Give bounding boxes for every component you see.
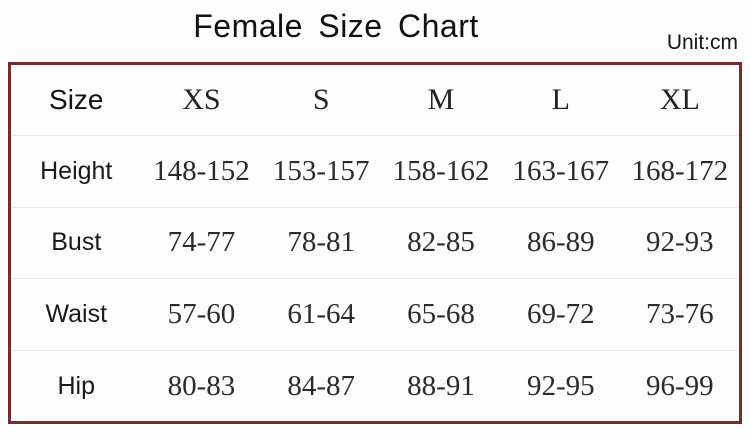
table-cell: 61-64 bbox=[261, 278, 382, 352]
table-cell: 148-152 bbox=[141, 135, 262, 208]
table-cell: 86-89 bbox=[500, 207, 621, 280]
column-header-l: L bbox=[500, 63, 621, 136]
table-cell: 84-87 bbox=[287, 369, 356, 402]
column-header-s: S bbox=[261, 63, 382, 136]
row-label-hip: Hip bbox=[57, 371, 95, 400]
table-cell: 73-76 bbox=[620, 278, 741, 352]
table-cell: 92-93 bbox=[620, 207, 741, 280]
table-cell: 78-81 bbox=[261, 207, 382, 280]
table-cell: 153-157 bbox=[261, 135, 382, 208]
column-header-xl: XL bbox=[620, 63, 741, 136]
row-label-height: Height bbox=[9, 135, 142, 208]
table-cell: 163-167 bbox=[500, 135, 621, 208]
table-cell: 80-83 bbox=[167, 369, 236, 402]
table-header-row: Size XS S M L XL bbox=[9, 63, 741, 136]
table-cell: 65-68 bbox=[381, 278, 501, 352]
table-row-hip: Hip 80-83 84-87 88-91 92-95 96-99 bbox=[10, 351, 741, 423]
table-cell: 69-72 bbox=[500, 278, 621, 352]
column-header-m: M bbox=[381, 63, 501, 136]
female-size-chart-table: Size XS S M L XL Height 148-152 153-157 … bbox=[8, 62, 742, 424]
column-header-xs: XS bbox=[141, 63, 262, 136]
table-cell: 88-91 bbox=[407, 369, 475, 402]
table-cell: 57-60 bbox=[141, 278, 262, 352]
table-cell: 82-85 bbox=[381, 207, 501, 280]
table-cell: 158-162 bbox=[381, 135, 501, 208]
table-row-height: Height 148-152 153-157 158-162 163-167 1… bbox=[9, 135, 741, 208]
table-cell: 96-99 bbox=[646, 369, 714, 402]
table-row-waist: Waist 57-60 61-64 65-68 69-72 73-76 bbox=[9, 278, 741, 352]
row-label-bust: Bust bbox=[9, 207, 142, 280]
row-label-waist: Waist bbox=[9, 278, 142, 352]
unit-label: Unit:cm bbox=[666, 31, 738, 54]
table-cell: 168-172 bbox=[620, 135, 741, 208]
table-cell: 92-95 bbox=[526, 369, 595, 402]
table-row-bust: Bust 74-77 78-81 82-85 86-89 92-93 bbox=[9, 207, 741, 280]
table-cell: 74-77 bbox=[141, 207, 262, 280]
column-header-size: Size bbox=[9, 63, 142, 136]
page-title: Female Size Chart bbox=[193, 8, 479, 44]
